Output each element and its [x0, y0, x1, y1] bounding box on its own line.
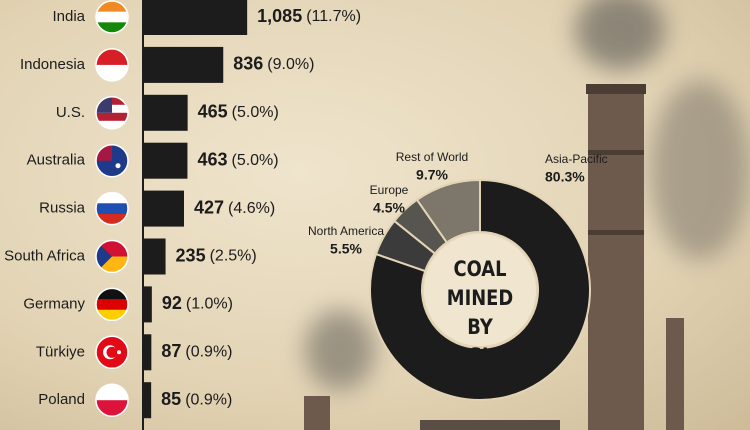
value-label: 1,085	[257, 6, 302, 26]
value-label: 836	[233, 54, 263, 74]
share-label: (11.7%)	[306, 8, 361, 25]
slice-value: 9.7%	[416, 167, 448, 183]
share-label: (5.0%)	[231, 152, 278, 169]
flag-ring	[95, 191, 129, 226]
value-label: 465	[198, 102, 228, 122]
share-label: (5.0%)	[232, 104, 279, 121]
flag-body	[96, 336, 128, 369]
slice-label: Europe	[370, 183, 409, 197]
category-label: Germany	[23, 295, 85, 312]
flag-ring	[95, 96, 129, 130]
flag-ring	[95, 287, 129, 322]
flag-stripe	[96, 384, 128, 401]
slice-label: North America	[308, 224, 384, 238]
value-label: 427	[194, 197, 224, 217]
flag-chevron	[96, 240, 112, 273]
flag	[95, 96, 129, 130]
share-label: (4.6%)	[228, 200, 275, 217]
bar	[143, 382, 152, 419]
flag-stripe	[96, 48, 128, 66]
bar	[143, 238, 166, 275]
smokestacks	[304, 0, 750, 430]
flag-stripe	[96, 11, 128, 23]
flag-ring	[95, 239, 129, 274]
flag-stripe	[96, 309, 128, 321]
flag	[95, 335, 129, 370]
flag	[95, 0, 129, 34]
flag-stripe	[96, 1, 128, 13]
flag-body	[96, 144, 128, 177]
flag	[95, 143, 129, 178]
value-label: 92	[162, 293, 182, 313]
flag-body	[96, 192, 128, 225]
donut-center	[424, 234, 536, 346]
flag-stripe	[96, 192, 128, 204]
flag-body	[96, 48, 128, 81]
flag-body	[96, 1, 128, 33]
flag-ring	[95, 383, 129, 417]
flag-ring	[95, 143, 129, 178]
flag	[95, 287, 129, 322]
category-label: Russia	[39, 200, 86, 217]
bar	[143, 94, 188, 131]
value-label: 87	[161, 341, 181, 361]
category-label: Australia	[27, 152, 86, 169]
flag-stripe	[96, 400, 128, 417]
bar	[143, 0, 248, 35]
flag	[95, 383, 129, 417]
flag-stripe	[96, 299, 128, 311]
donut-title: COAL MINED BY REGION	[441, 257, 519, 368]
share-label: (0.9%)	[185, 391, 232, 408]
flag-star	[117, 350, 121, 355]
bar	[143, 142, 188, 179]
category-label: Poland	[38, 391, 85, 408]
bar	[143, 334, 152, 371]
bar	[143, 46, 224, 83]
flag-star	[115, 163, 121, 169]
bar	[143, 190, 184, 227]
flag-ring	[95, 0, 129, 34]
share-label: (9.0%)	[267, 56, 314, 73]
category-label: Indonesia	[20, 56, 86, 73]
bar	[143, 286, 152, 323]
flag-moon-cut	[106, 346, 118, 358]
flag-stripe	[96, 288, 128, 300]
slice-value: 80.3%	[545, 169, 585, 185]
flag-body	[96, 288, 128, 321]
share-label: (0.9%)	[185, 344, 232, 361]
slice-value: 5.5%	[330, 241, 362, 257]
category-label: U.S.	[56, 104, 85, 121]
category-label: India	[52, 8, 85, 25]
category-label: South Africa	[4, 247, 86, 264]
flag-ring	[95, 48, 129, 82]
value-label: 235	[176, 245, 206, 265]
flag-stripe	[96, 203, 128, 215]
share-label: (2.5%)	[210, 248, 257, 265]
value-label: 463	[197, 149, 227, 169]
share-label: (1.0%)	[186, 296, 233, 313]
flag-stripe	[96, 120, 128, 129]
flag	[95, 48, 129, 82]
flag-stripe	[96, 22, 128, 33]
flag-stripe	[96, 213, 128, 225]
slice-label: Rest of World	[396, 150, 468, 164]
flag-body	[96, 240, 128, 273]
donut-slice	[415, 178, 481, 244]
flag-stripe	[96, 112, 128, 122]
slice-label: Asia-Pacific	[545, 152, 608, 166]
flag-ring	[95, 335, 129, 370]
flag	[95, 239, 129, 274]
flag-stripe	[96, 64, 128, 81]
category-label: Türkiye	[36, 343, 85, 360]
flag-body	[96, 384, 128, 417]
value-label: 85	[161, 389, 181, 409]
donut-slice	[369, 178, 591, 401]
slice-value: 4.5%	[373, 200, 405, 216]
flag	[95, 191, 129, 226]
